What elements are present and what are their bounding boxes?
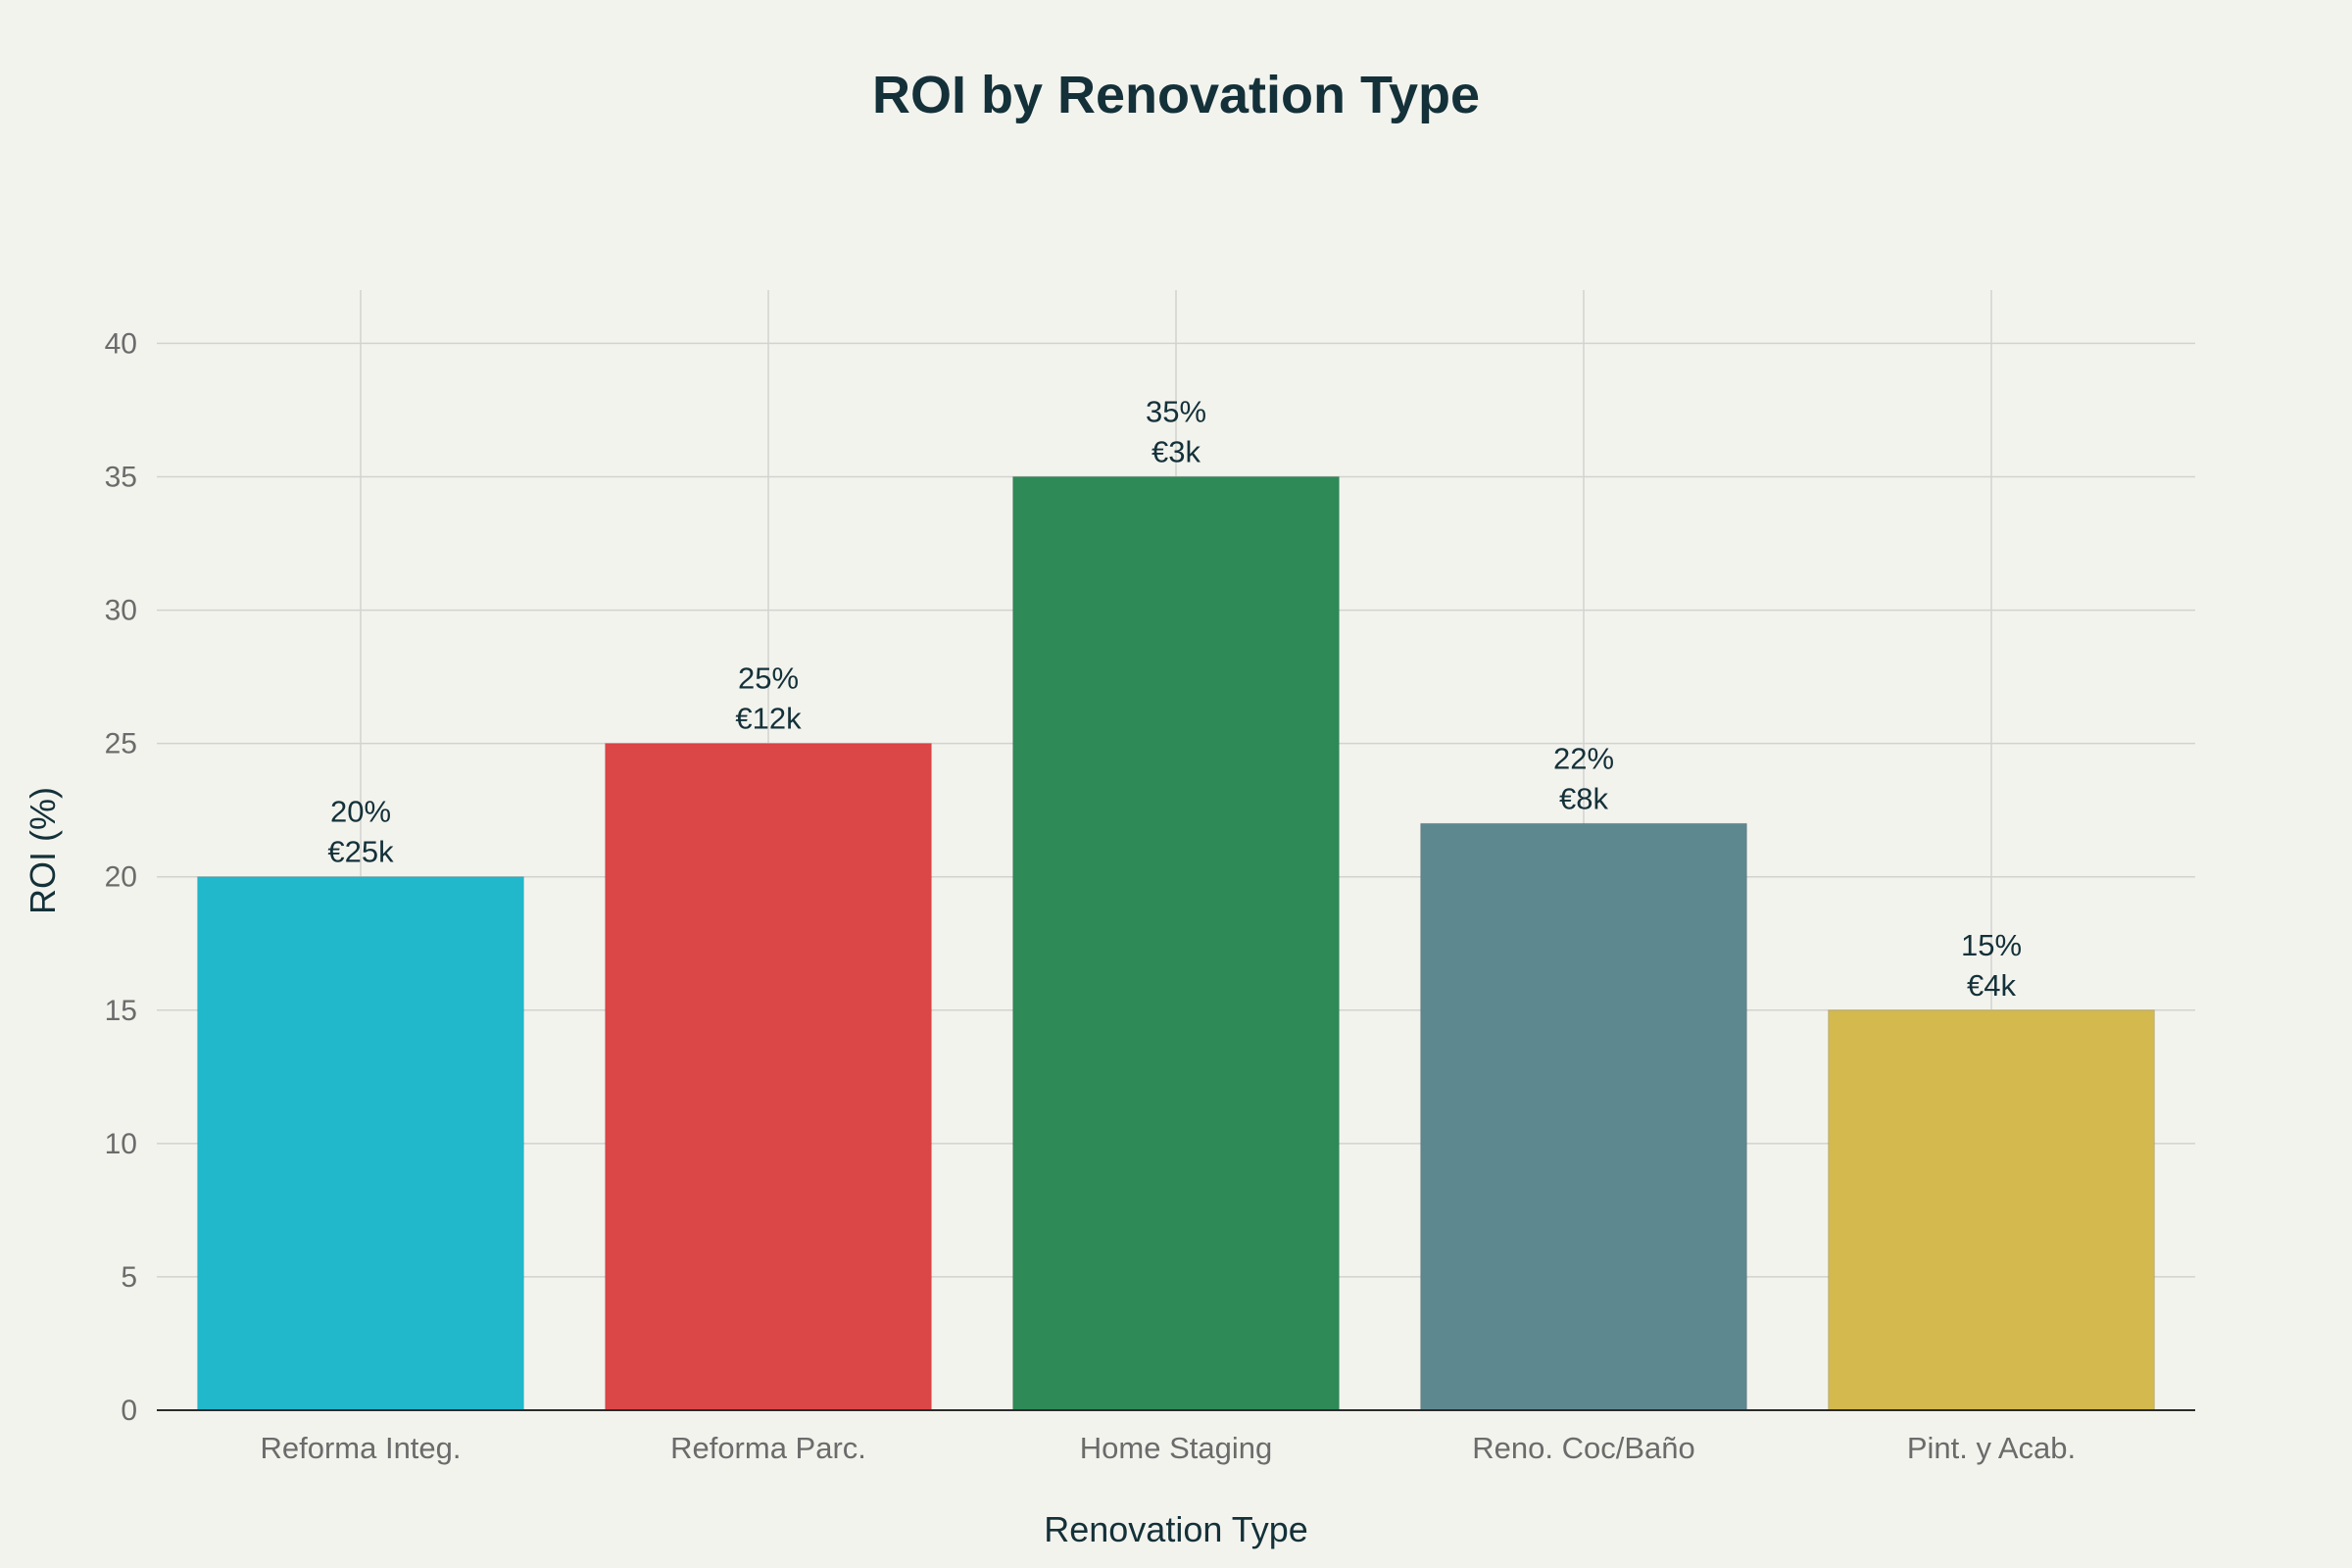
bar xyxy=(1012,476,1340,1411)
data-label-roi: 15% xyxy=(1961,928,2022,962)
bars xyxy=(197,476,2155,1411)
y-tick-label: 10 xyxy=(105,1128,137,1160)
data-label-cost: €4k xyxy=(1967,968,2016,1003)
y-tick-label: 5 xyxy=(121,1261,137,1294)
bar xyxy=(1828,1009,2155,1411)
bar xyxy=(197,876,524,1411)
x-axis-title: Renovation Type xyxy=(1044,1509,1308,1549)
x-tick-label: Reno. Coc/Baño xyxy=(1472,1431,1694,1465)
data-label-roi: 22% xyxy=(1553,741,1614,775)
x-tick-label: Reforma Parc. xyxy=(670,1431,866,1465)
x-tick-label: Home Staging xyxy=(1080,1431,1272,1465)
data-label-cost: €12k xyxy=(735,702,802,736)
y-tick-label: 0 xyxy=(121,1395,137,1427)
y-tick-label: 25 xyxy=(105,728,137,760)
data-label-roi: 35% xyxy=(1146,395,1206,429)
y-tick-label: 35 xyxy=(105,462,137,494)
y-tick-label: 15 xyxy=(105,995,137,1027)
bar xyxy=(605,743,932,1411)
data-label-roi: 25% xyxy=(738,662,799,696)
x-tick-label: Pint. y Acab. xyxy=(1907,1431,2076,1465)
labels: 0 5 10 15 20 25 30 35 40 20% €25k Reforma Integ. 25%… xyxy=(105,327,2195,1465)
y-axis-title: ROI (%) xyxy=(23,787,63,914)
data-label-cost: €8k xyxy=(1559,781,1608,815)
y-tick-label: 30 xyxy=(105,595,137,627)
bar xyxy=(1420,822,1747,1411)
x-tick-label: Reforma Integ. xyxy=(260,1431,461,1465)
y-tick-label: 40 xyxy=(105,327,137,360)
y-tick-label: 20 xyxy=(105,861,137,894)
data-label-roi: 20% xyxy=(330,795,391,829)
data-label-cost: €3k xyxy=(1152,435,1200,469)
data-label-cost: €25k xyxy=(327,835,394,869)
chart-title: ROI by Renovation Type xyxy=(872,66,1480,124)
